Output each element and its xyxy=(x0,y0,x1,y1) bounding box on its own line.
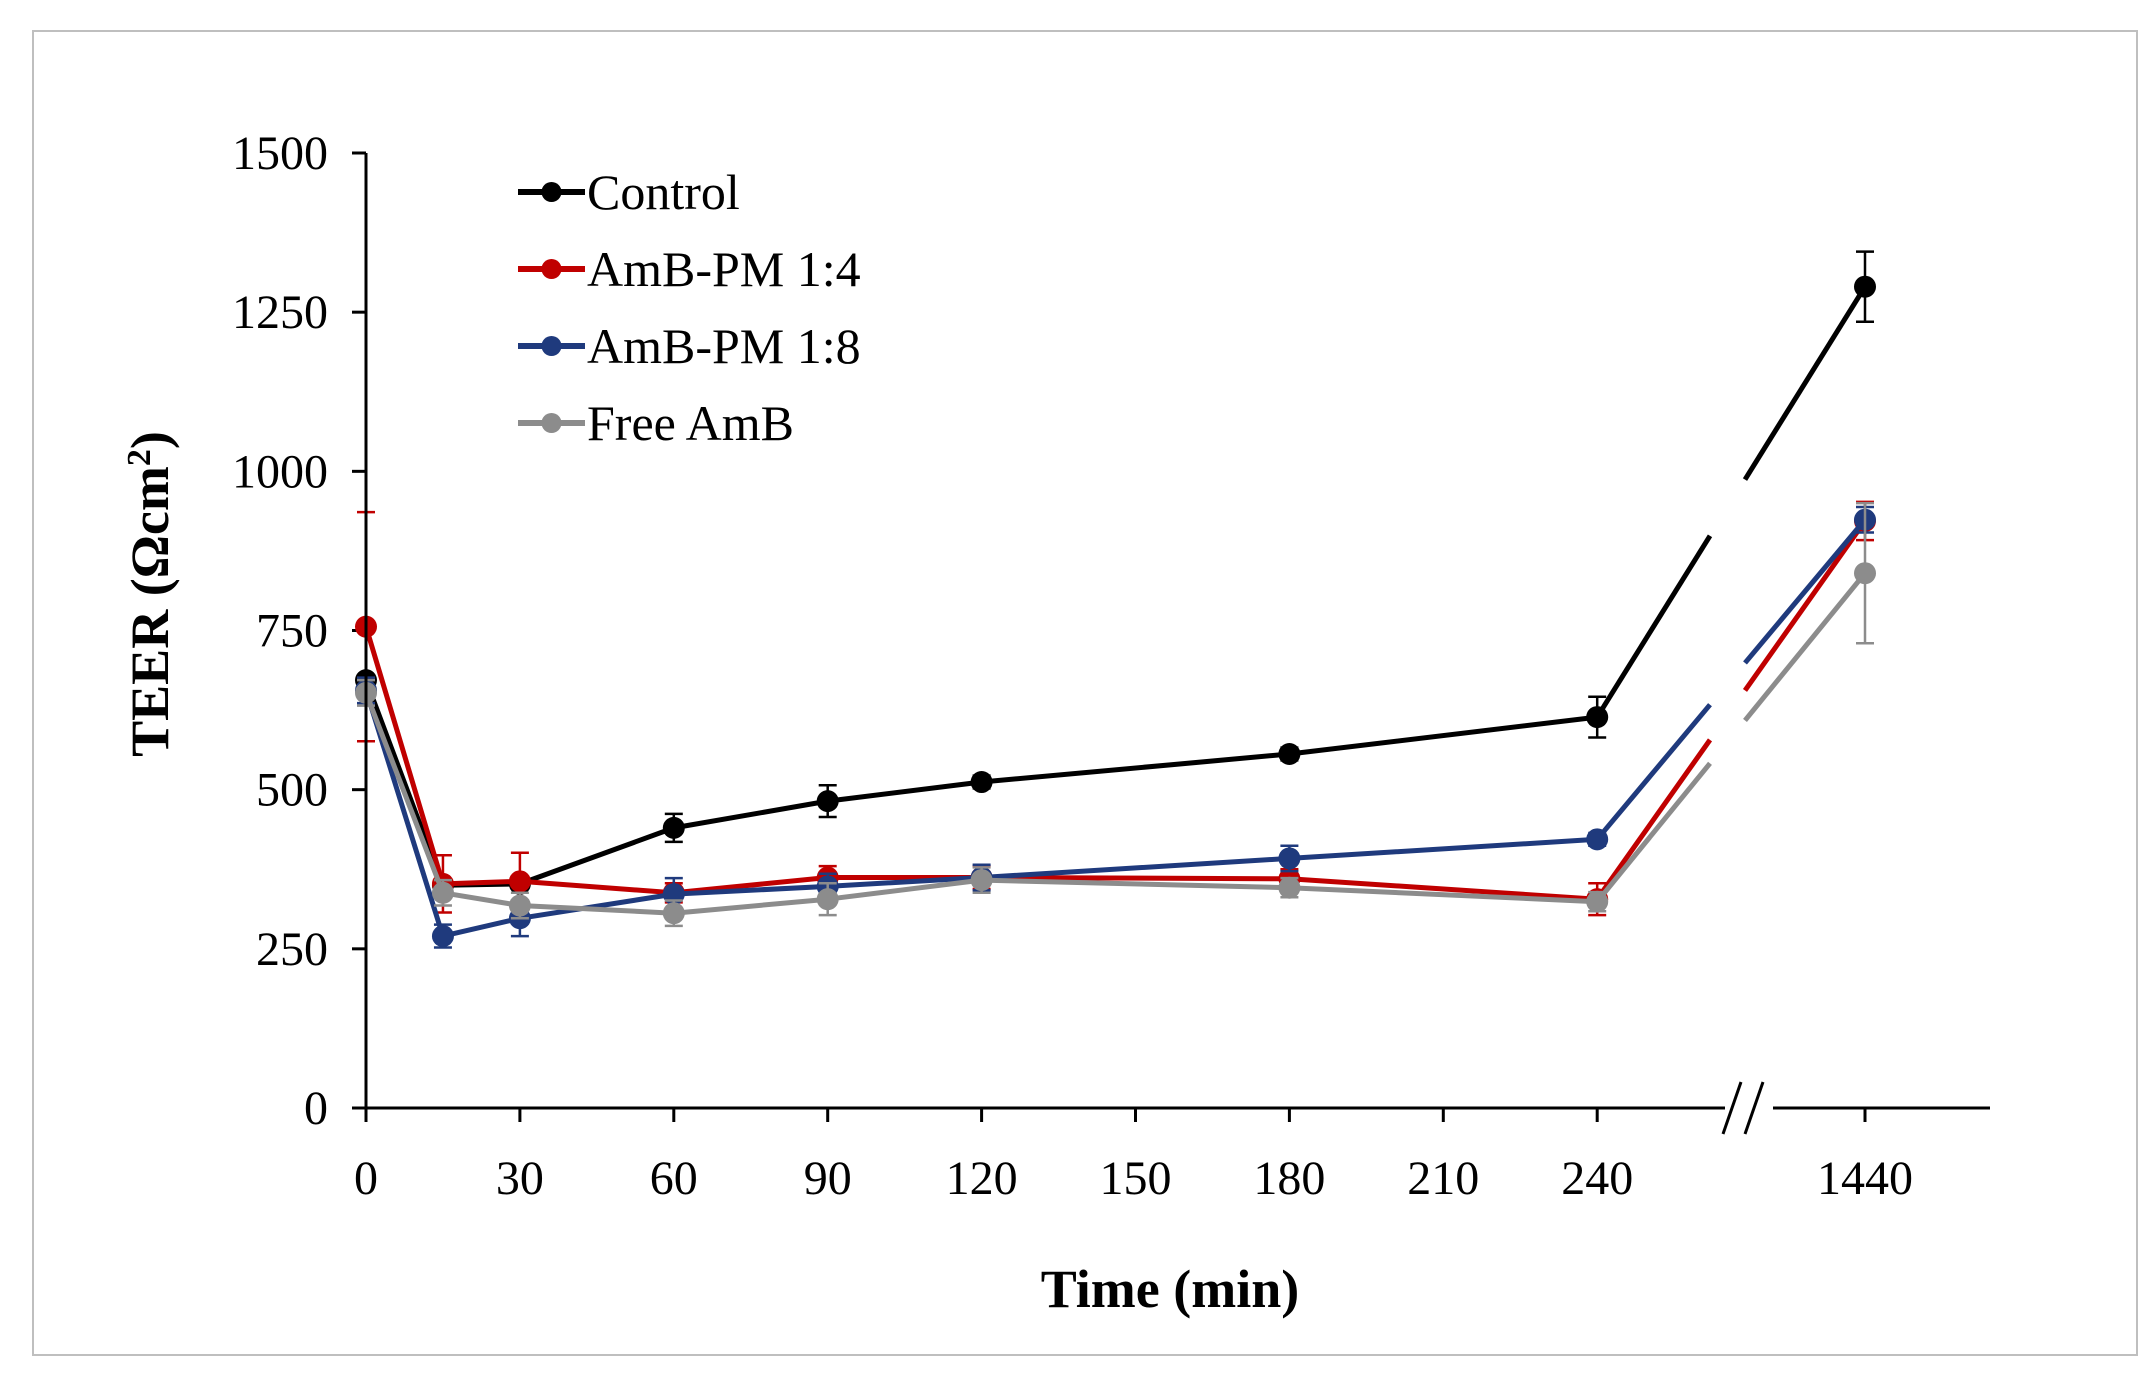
data-point xyxy=(508,870,531,893)
data-point xyxy=(1586,890,1609,913)
data-point xyxy=(1854,562,1876,585)
data-point xyxy=(1278,876,1301,899)
data-point xyxy=(1854,275,1876,298)
y-tick-label: 250 xyxy=(256,923,328,976)
data-point xyxy=(1586,828,1609,851)
legend-label: Free AmB xyxy=(587,395,794,451)
x-axis-ticks: 0 30 60 90 120 150 180 210 240 1440 xyxy=(354,1108,1913,1205)
y-tick-label: 500 xyxy=(256,764,328,817)
data-point xyxy=(1586,706,1609,729)
y-axis-title-close: ) xyxy=(120,431,180,449)
data-point xyxy=(816,790,839,813)
series-line-segment xyxy=(1595,703,1712,841)
y-axis-title-superscript: 2 xyxy=(121,449,158,466)
x-tick-label: 1440 xyxy=(1817,1152,1913,1205)
legend-marker xyxy=(541,259,562,279)
axis-break-mark xyxy=(1743,1081,1765,1135)
series-line-segment xyxy=(1743,518,1867,665)
data-point xyxy=(1278,847,1301,870)
y-tick-label: 1500 xyxy=(232,127,328,180)
y-axis-ticks: 0 250 500 750 1000 1250 1500 xyxy=(232,127,366,1135)
data-point xyxy=(508,894,531,917)
y-axis-title: TEER (Ωcm2) xyxy=(120,431,180,757)
series-line xyxy=(363,689,1598,939)
y-tick-label: 1000 xyxy=(232,445,328,498)
data-point xyxy=(662,902,685,925)
x-tick-label: 90 xyxy=(804,1152,852,1205)
chart-frame xyxy=(32,30,2138,1356)
data-point xyxy=(1278,743,1301,766)
series-line-segment xyxy=(1595,761,1712,904)
x-tick-label: 180 xyxy=(1253,1152,1325,1205)
legend-marker xyxy=(541,336,562,356)
series-line xyxy=(363,692,1598,916)
data-point xyxy=(970,771,993,794)
series xyxy=(355,501,1876,928)
legend-label: AmB-PM 1:4 xyxy=(587,241,861,297)
series-line xyxy=(363,625,1598,902)
axis-break-mark xyxy=(1721,1081,1743,1135)
axes xyxy=(364,153,1990,1135)
data-point xyxy=(662,816,685,839)
x-tick-label: 60 xyxy=(650,1152,698,1205)
x-tick-label: 210 xyxy=(1407,1152,1479,1205)
legend-label: Control xyxy=(587,164,740,220)
series-line-segment xyxy=(1595,738,1713,901)
series-line-segment xyxy=(1742,519,1868,692)
x-axis-title: Time (min) xyxy=(1041,1259,1299,1319)
x-tick-label: 120 xyxy=(946,1152,1018,1205)
x-tick-label: 150 xyxy=(1100,1152,1172,1205)
data-point xyxy=(970,869,993,892)
x-tick-label: 0 xyxy=(354,1152,378,1205)
legend-marker xyxy=(541,413,562,433)
legend: Control AmB-PM 1:4 AmB-PM 1:8 Free AmB xyxy=(518,164,861,451)
legend-label: AmB-PM 1:8 xyxy=(587,318,861,374)
x-tick-label: 30 xyxy=(496,1152,544,1205)
y-axis-title-main: TEER (Ωcm xyxy=(120,466,180,757)
y-tick-label: 1250 xyxy=(232,286,328,339)
data-point xyxy=(431,881,454,904)
y-tick-label: 750 xyxy=(256,605,328,658)
data-point xyxy=(431,925,454,948)
series xyxy=(355,500,1876,917)
legend-marker xyxy=(541,182,562,202)
series-line-segment xyxy=(1743,571,1867,722)
series-layer xyxy=(355,250,1876,949)
series-line-segment xyxy=(1742,285,1868,481)
y-tick-label: 0 xyxy=(304,1082,328,1135)
data-point xyxy=(816,888,839,911)
series-line-segment xyxy=(1595,534,1713,719)
x-tick-label: 240 xyxy=(1561,1152,1633,1205)
